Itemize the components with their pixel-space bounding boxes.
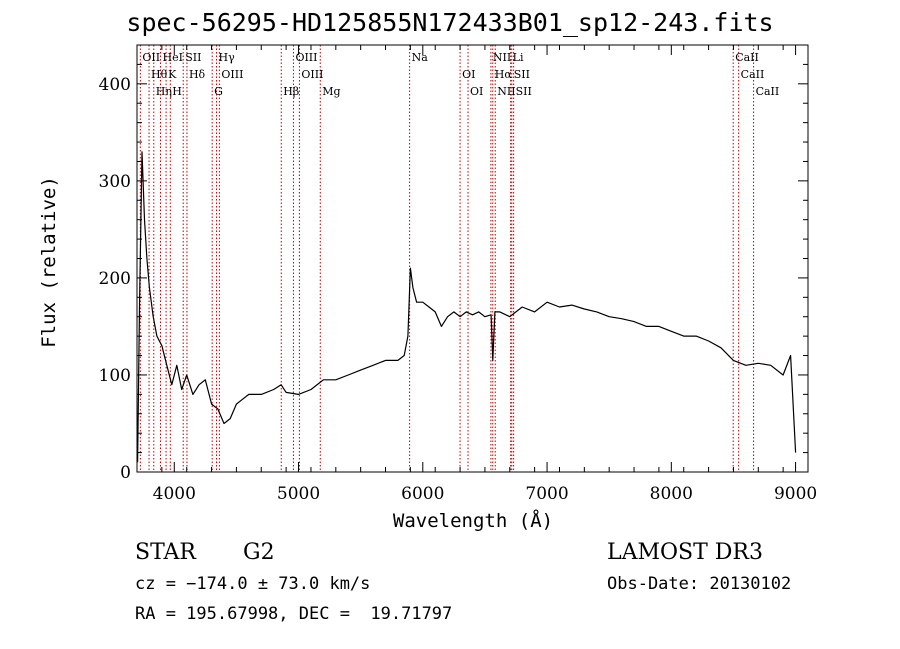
spectral-line-label: Hθ [151,68,168,81]
spectral-line-label: Hδ [189,68,206,81]
spectral-line-label: OI [462,68,475,81]
spectral-line-label: CaII [741,68,765,81]
spectral-line-label: CaII [756,85,780,98]
y-tick-label: 0 [120,463,131,483]
spectral-line-label: OII [142,51,160,64]
x-axis-label: Wavelength (Å) [392,510,554,532]
y-tick-label: 100 [99,366,131,386]
y-tick-label: 300 [99,172,131,192]
coordinates-info: RA = 195.67998, DEC = 19.71797 [135,604,453,624]
x-tick-label: 9000 [774,484,817,504]
spectral-line-label: NII [493,51,511,64]
object-class: STAR [135,540,196,565]
y-tick-label: 400 [99,75,131,95]
spectral-line-label: Na [412,51,429,64]
spectral-line-label: Hη [156,85,172,98]
spectral-line-label: Hγ [219,51,236,64]
spectral-line-label: K [168,68,177,81]
spectral-line-label: SII [514,68,530,81]
spectral-line-label: Li [513,51,524,64]
spectral-line-label: Hα [495,68,513,81]
spectral-line-label: H [172,85,182,98]
spectral-line-label: OIII [295,51,317,64]
spectral-line-label: SII [185,51,201,64]
x-tick-label: 5000 [277,484,320,504]
x-tick-label: 7000 [525,484,568,504]
survey-name: LAMOST DR3 [607,540,763,565]
plot-frame [136,44,809,473]
spectral-line-label: Hβ [283,85,299,98]
spectrum-series-line [137,151,797,463]
spectral-line-label: OI [470,85,483,98]
spectral-line-label: CaII [735,51,759,64]
x-tick-label: 4000 [153,484,196,504]
spectral-line-label: OIII [221,68,243,81]
observation-date: Obs-Date: 20130102 [607,574,792,594]
spectral-line-label: G [214,85,223,98]
spectral-line-label: OIII [301,68,323,81]
object-subclass: G2 [243,540,275,565]
x-tick-label: 6000 [401,484,444,504]
redshift-info: cz = −174.0 ± 73.0 km/s [135,574,371,594]
spectral-line-label: Mg [322,85,340,98]
spectral-line-label: HeI [162,51,182,64]
spectral-line-label: SII [516,85,532,98]
x-tick-label: 8000 [650,484,693,504]
y-tick-label: 200 [99,269,131,289]
chart-title: spec-56295-HD125855N172433B01_sp12-243.f… [126,8,774,37]
spectral-line-label: NII [497,85,515,98]
